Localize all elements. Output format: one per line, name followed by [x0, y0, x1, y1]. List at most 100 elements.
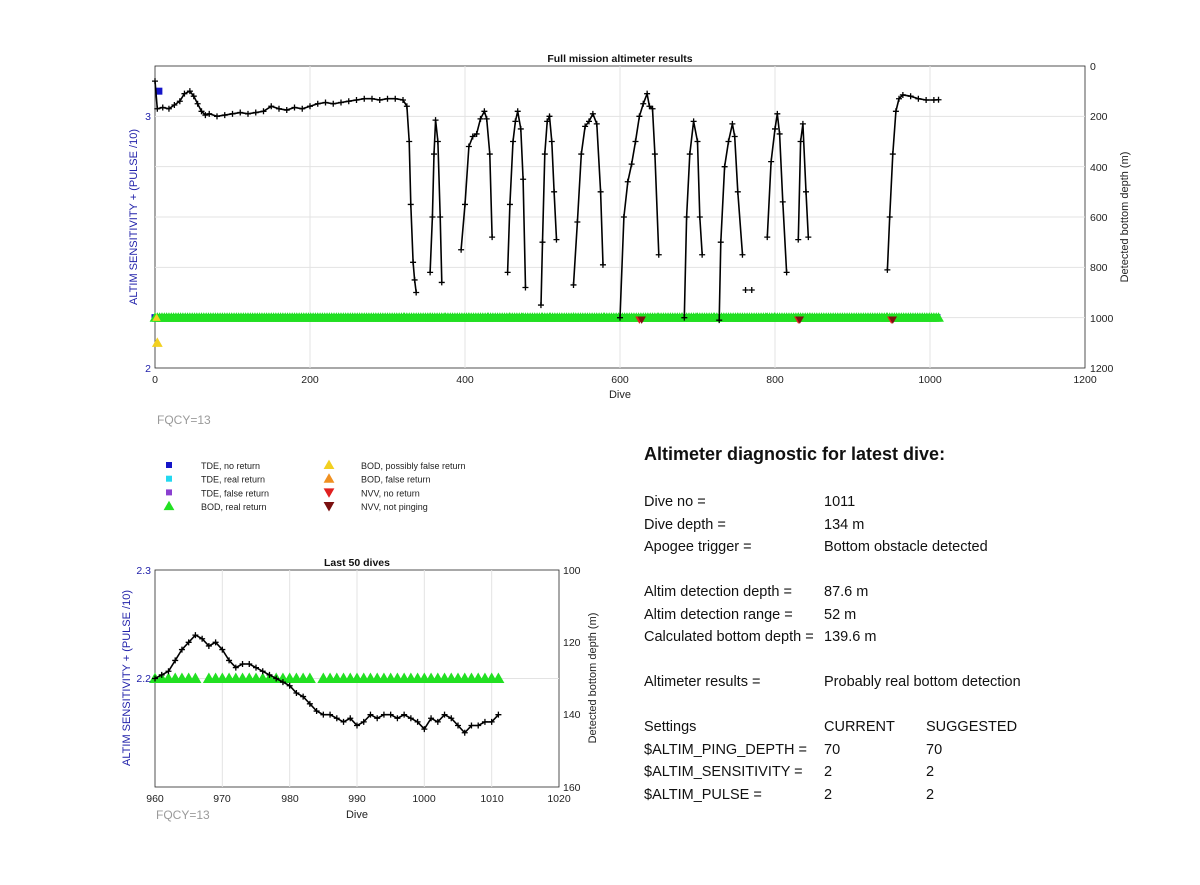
bottom-fqcy-label: FQCY=13 [156, 808, 210, 822]
depth-point [481, 108, 488, 115]
depth-point [260, 108, 267, 115]
depth-point [237, 109, 244, 116]
depth-point [276, 105, 282, 112]
top-right-axis-label: Detected bottom depth (m) [1119, 152, 1131, 283]
bottom-x-tick-label: 990 [348, 793, 366, 805]
top-x-tick-label: 600 [611, 374, 629, 386]
depth-point [742, 286, 749, 293]
setting-name: $ALTIM_SENSITIVITY = [644, 764, 803, 780]
depth-point [171, 102, 178, 109]
legend-label: NVV, not pinging [361, 502, 428, 512]
depth-point [655, 251, 662, 258]
depth-point [486, 151, 493, 158]
depth-point [340, 718, 347, 725]
depth-point [489, 234, 496, 241]
depth-point [477, 115, 484, 122]
bottom-x-tick-label: 980 [281, 793, 299, 805]
depth-point [717, 239, 724, 246]
calc-depth-row: Calculated bottom depth = 139.6 m [644, 626, 1144, 649]
top-x-axis-label: Dive [609, 389, 631, 401]
setting-row: $ALTIM_PING_DEPTH = 70 70 [644, 739, 1144, 762]
depth-point [915, 95, 922, 102]
depth-point [246, 661, 253, 668]
depth-point [165, 105, 172, 112]
depth-point [739, 251, 746, 258]
depth-point [226, 657, 233, 664]
legend: TDE, no return TDE, real return TDE, false… [163, 459, 466, 512]
depth-point [748, 286, 755, 293]
depth-point [734, 188, 741, 195]
marker [492, 672, 505, 683]
suggested-header: SUGGESTED [926, 719, 1018, 735]
top-right-tick-label: 1000 [1090, 313, 1114, 325]
settings-header-row: Settings CURRENT SUGGESTED [644, 716, 1144, 739]
depth-point [783, 269, 790, 276]
depth-point [181, 90, 188, 97]
depth-point [245, 110, 251, 117]
legend-marker [323, 502, 335, 512]
depth-point [620, 214, 627, 220]
depth-point [537, 302, 544, 309]
depth-point [273, 675, 280, 682]
depth-point [414, 718, 421, 725]
depth-point [300, 693, 307, 700]
depth-point [488, 718, 495, 725]
setting-suggested: 2 [926, 764, 935, 780]
depth-point [437, 214, 444, 220]
depth-point [306, 700, 313, 707]
depth-point [473, 130, 480, 137]
apogee-label: Apogee trigger = [644, 539, 752, 555]
dive-depth-value: 134 m [824, 516, 865, 533]
depth-point [768, 158, 775, 165]
setting-current: 70 [824, 741, 841, 758]
depth-point [896, 95, 902, 102]
depth-point [333, 715, 340, 722]
depth-point [413, 289, 420, 296]
bottom-right-tick-label: 120 [563, 637, 581, 649]
bottom-x-tick-label: 1010 [480, 793, 504, 805]
depth-point [797, 138, 804, 145]
legend-marker [166, 475, 172, 482]
depth-point [721, 163, 728, 170]
depth-point [468, 722, 475, 729]
depth-point [640, 100, 647, 107]
depth-point [406, 138, 413, 145]
depth-point [649, 105, 656, 112]
top-depth-series-points [152, 78, 942, 324]
depth-point [696, 214, 703, 220]
legend-label: TDE, false return [201, 488, 269, 498]
depth-point [232, 664, 239, 671]
legend-marker [166, 462, 172, 468]
depth-point [428, 715, 435, 722]
depth-point [551, 188, 558, 195]
results-label: Altimeter results = [644, 674, 761, 690]
depth-point [253, 664, 259, 671]
depth-point [360, 718, 367, 725]
depth-point [578, 151, 585, 158]
depth-point [380, 711, 387, 718]
depth-point [923, 96, 930, 103]
depth-point [774, 110, 781, 117]
marker [189, 672, 202, 683]
bottom-left-tick-label: 2.2 [136, 673, 151, 685]
det-range-row: Altim detection range = 52 m [644, 604, 1144, 627]
depth-point [481, 718, 488, 725]
depth-point [803, 188, 809, 195]
depth-point [407, 201, 414, 208]
legend-label: BOD, false return [361, 475, 431, 485]
bottom-x-tick-label: 960 [146, 793, 164, 805]
depth-point [517, 125, 524, 132]
depth-point [421, 726, 428, 733]
legend-marker [163, 500, 175, 511]
depth-point [252, 109, 259, 116]
marker [303, 672, 316, 683]
depth-point [772, 125, 778, 132]
legend-marker [323, 473, 335, 483]
depth-point [165, 668, 172, 675]
setting-suggested: 70 [926, 741, 943, 758]
depth-point [805, 234, 812, 241]
depth-point [198, 108, 205, 115]
depth-point [353, 96, 360, 103]
diagnostic-title: Altimeter diagnostic for latest dive: [644, 444, 946, 464]
